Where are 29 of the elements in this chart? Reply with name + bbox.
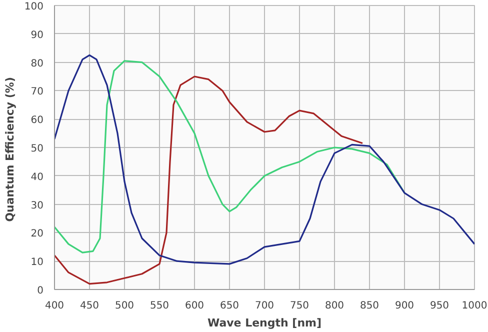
x-axis-title: Wave Length [nm] bbox=[207, 316, 322, 330]
y-tick-label: 40 bbox=[30, 172, 44, 183]
x-tick-label: 950 bbox=[430, 300, 450, 312]
x-tick-label: 800 bbox=[324, 300, 344, 312]
line-series bbox=[54, 76, 364, 285]
y-axis-title: Quantum Efficiency (%) bbox=[3, 77, 16, 222]
line-series bbox=[54, 60, 406, 254]
x-tick-label: 1000 bbox=[462, 300, 488, 312]
x-tick-label: 900 bbox=[394, 300, 414, 312]
x-tick-label: 400 bbox=[44, 300, 64, 312]
y-tick-label: 70 bbox=[30, 86, 44, 98]
x-tick-label: 750 bbox=[290, 300, 310, 312]
y-tick-label: 50 bbox=[30, 144, 44, 154]
x-tick-label: 650 bbox=[220, 300, 240, 312]
y-tick-label: 100 bbox=[24, 2, 44, 12]
x-tick-label: 850 bbox=[360, 300, 380, 312]
y-tick-label: 90 bbox=[30, 30, 44, 41]
x-tick-label: 600 bbox=[184, 300, 204, 312]
x-tick-label: 700 bbox=[254, 300, 274, 312]
x-tick-label: 550 bbox=[150, 300, 170, 312]
x-tick-label: 450 bbox=[80, 300, 100, 312]
y-tick-label: 20 bbox=[30, 228, 44, 240]
y-tick-label: 80 bbox=[30, 58, 44, 70]
y-tick-label: 0 bbox=[37, 286, 44, 296]
y-tick-label: 60 bbox=[30, 115, 44, 126]
x-tick-label: 500 bbox=[114, 300, 134, 312]
y-tick-label: 30 bbox=[30, 200, 44, 212]
line-series bbox=[54, 54, 474, 265]
y-tick-label: 10 bbox=[30, 257, 44, 268]
